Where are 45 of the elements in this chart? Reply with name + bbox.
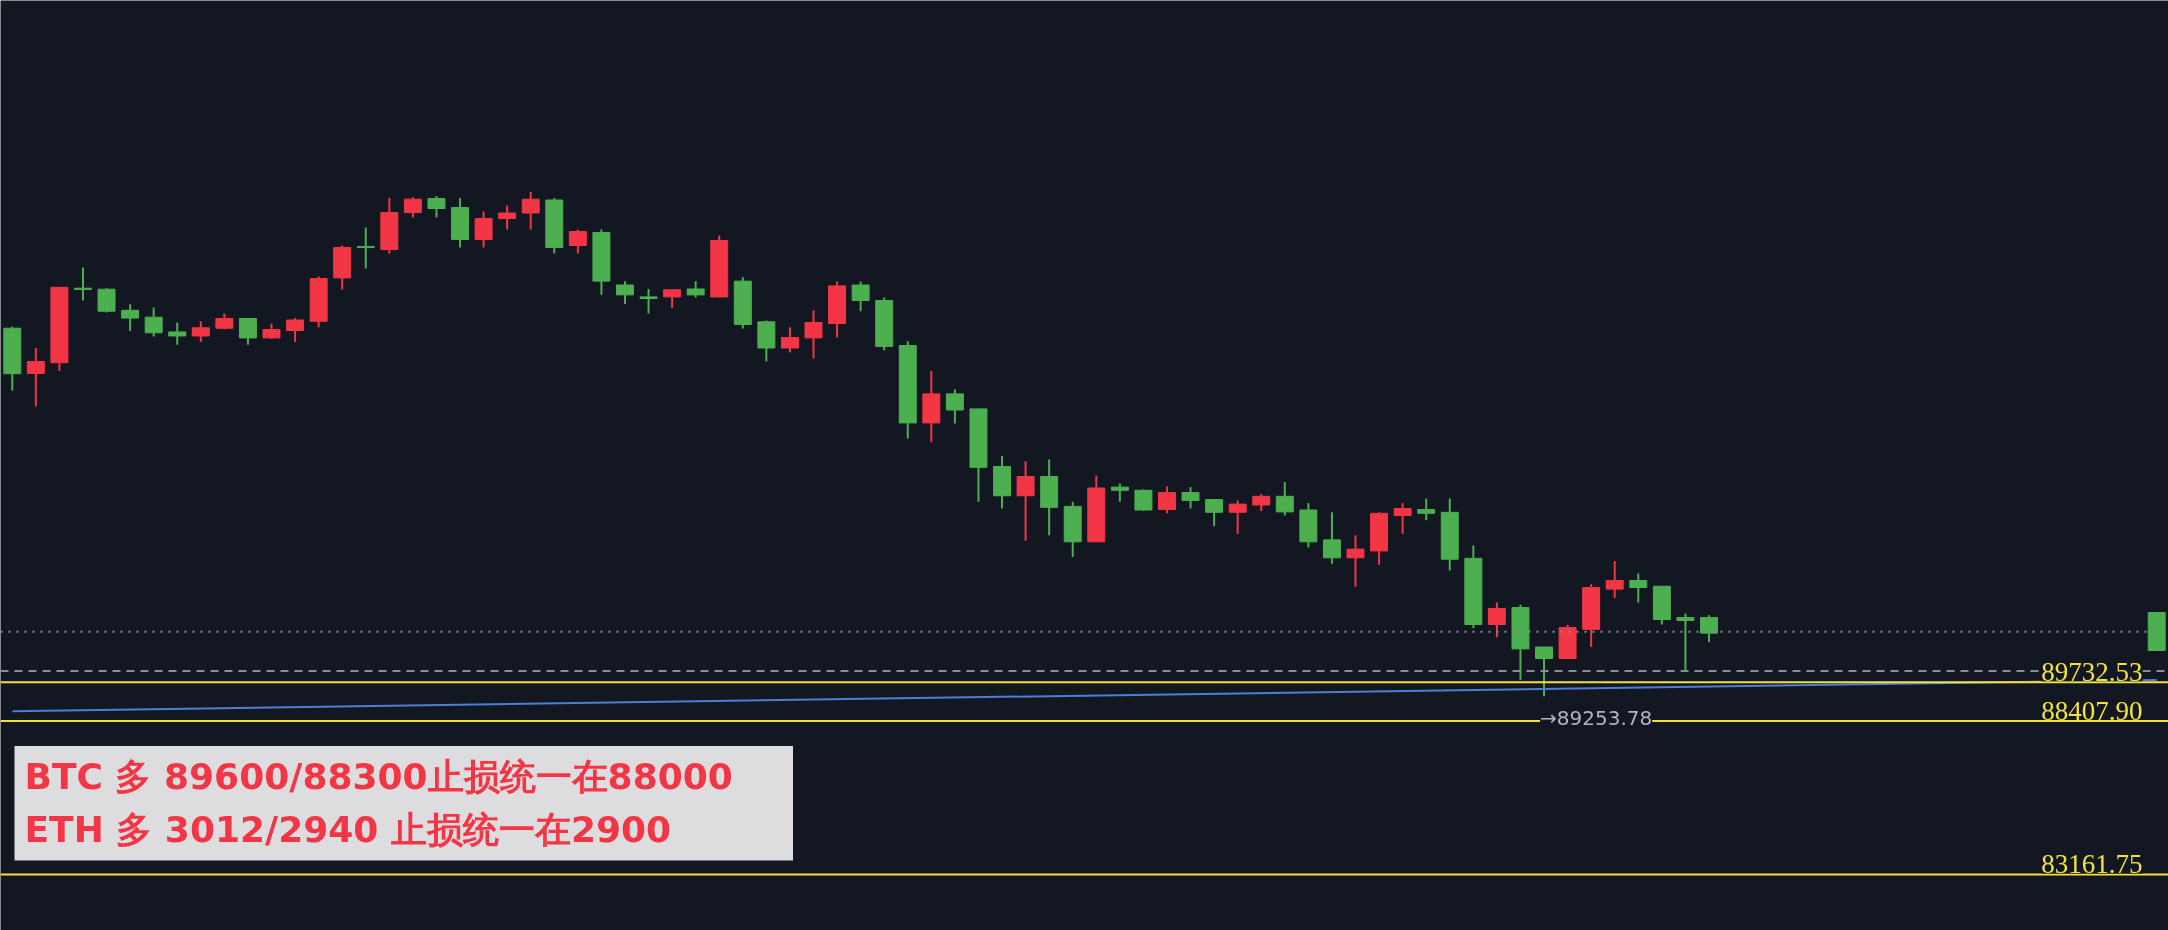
candlestick — [568, 228, 587, 255]
candlestick — [1393, 502, 1412, 535]
candlestick — [191, 320, 210, 343]
candlestick — [474, 210, 493, 249]
candlestick — [663, 288, 682, 310]
candlestick — [1016, 460, 1035, 542]
candlestick — [615, 280, 634, 306]
candlestick — [945, 388, 964, 425]
candlestick — [1322, 511, 1341, 565]
candlestick — [1629, 572, 1648, 604]
annotation: →89253.78 — [1540, 706, 1653, 731]
candlestick — [1205, 498, 1224, 528]
annotation: BTC 多 89600/88300止损统一在88000 — [24, 756, 733, 798]
candlestick — [639, 288, 658, 315]
candlestick — [1157, 485, 1176, 515]
candlestick — [238, 317, 257, 346]
candlestick — [1605, 560, 1624, 600]
ref-line-label: 88407.90 — [2041, 696, 2143, 726]
annotation: ETH 多 3012/2940 止损统一在2900 — [24, 809, 672, 851]
ref-line-label: 89732.53 — [2041, 657, 2143, 688]
candlestick — [1676, 612, 1695, 673]
candlestick — [97, 287, 116, 314]
candlestick — [1417, 497, 1436, 522]
candlestick — [521, 190, 540, 231]
candlestick — [1487, 601, 1506, 639]
candlestick — [1110, 482, 1129, 503]
candlestick — [498, 204, 517, 231]
candlestick — [356, 226, 375, 270]
candlestick — [168, 321, 187, 346]
candlestick — [403, 196, 422, 219]
ref-line-label: 83161.75 — [2041, 849, 2143, 880]
candlestick — [804, 309, 823, 360]
candlestick — [26, 347, 45, 408]
candlestick — [1275, 480, 1294, 517]
candlestick — [1181, 486, 1200, 510]
candlestick — [1535, 645, 1554, 698]
candlestick — [851, 280, 870, 313]
candlestick — [1346, 534, 1365, 588]
candlestick — [427, 195, 446, 219]
candlestick — [286, 317, 305, 343]
candlestick — [121, 303, 140, 332]
candlestick — [780, 326, 799, 354]
candlestick — [1699, 614, 1718, 644]
candlestick — [144, 306, 163, 338]
candlestick — [1228, 499, 1247, 535]
